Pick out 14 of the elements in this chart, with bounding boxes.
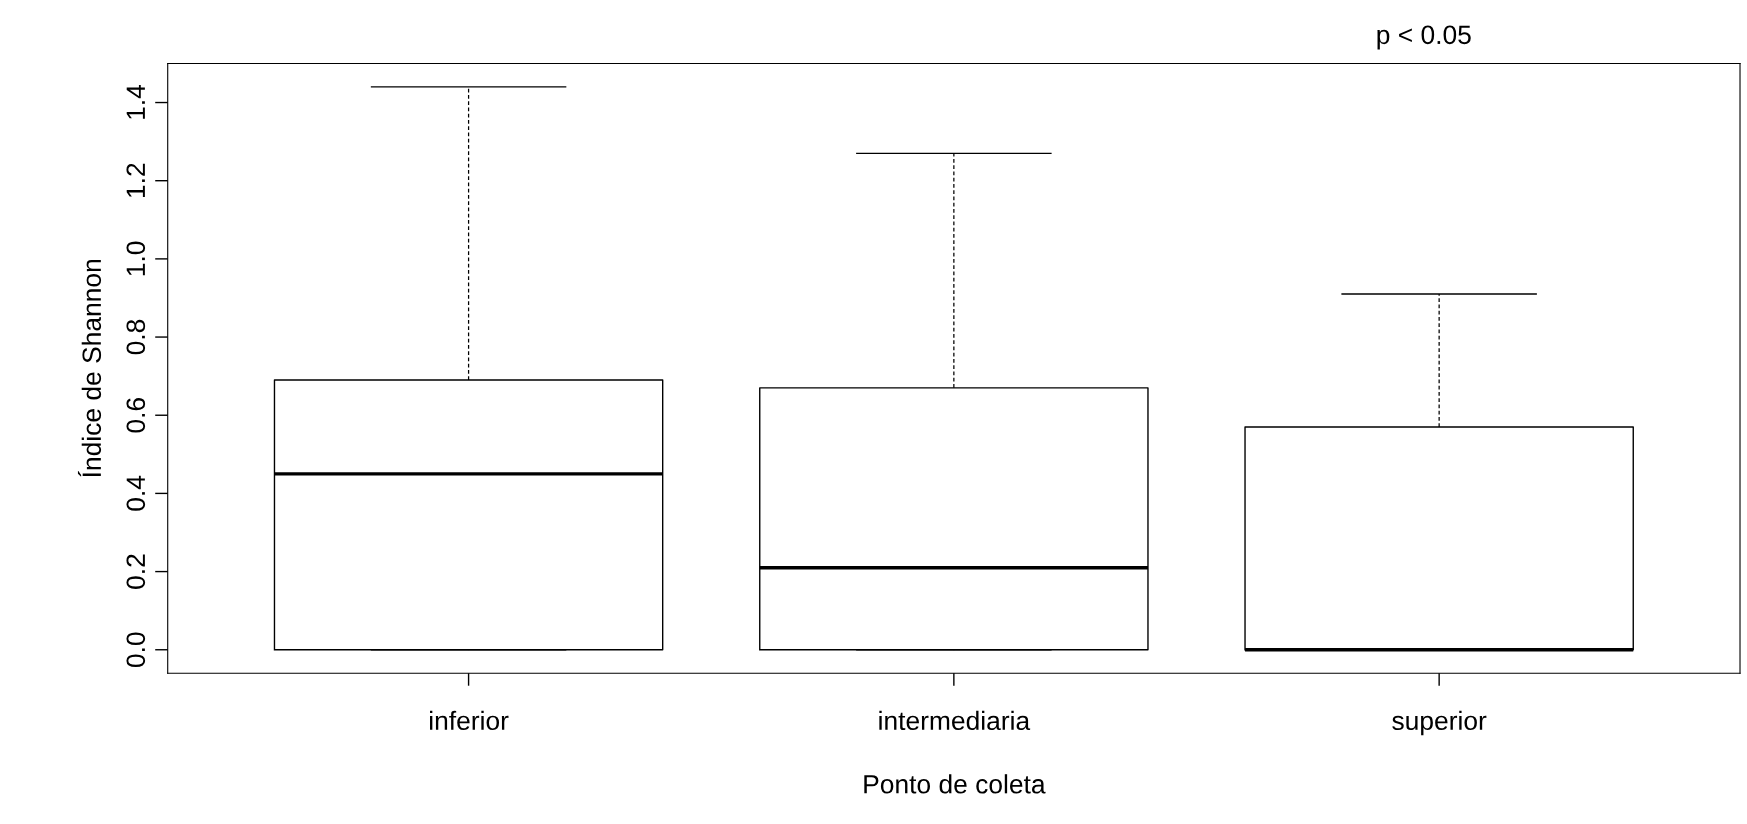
- y-tick-label: 0.6: [126, 398, 146, 433]
- x-tick-label: inferior: [430, 710, 509, 731]
- x-tick-label: intermediaria: [879, 710, 1031, 731]
- x-tick-label: superior: [1392, 710, 1487, 736]
- y-tick-label: 1.4: [126, 84, 145, 119]
- text: p < 0.05: [1377, 25, 1471, 50]
- y-tick-label: 0.8: [126, 319, 146, 355]
- y-tick-label: 1.0: [126, 241, 146, 276]
- y-tick-label: 0.0: [126, 632, 146, 668]
- y-tick-label: 1.2: [126, 163, 145, 198]
- x-axis-title: Ponto de coleta: [864, 774, 1046, 794]
- y-tick-label: 0.4: [126, 475, 146, 511]
- y-axis-title: Índice de Shannon: [77, 259, 102, 477]
- y-tick-label: 0.2: [126, 554, 146, 589]
